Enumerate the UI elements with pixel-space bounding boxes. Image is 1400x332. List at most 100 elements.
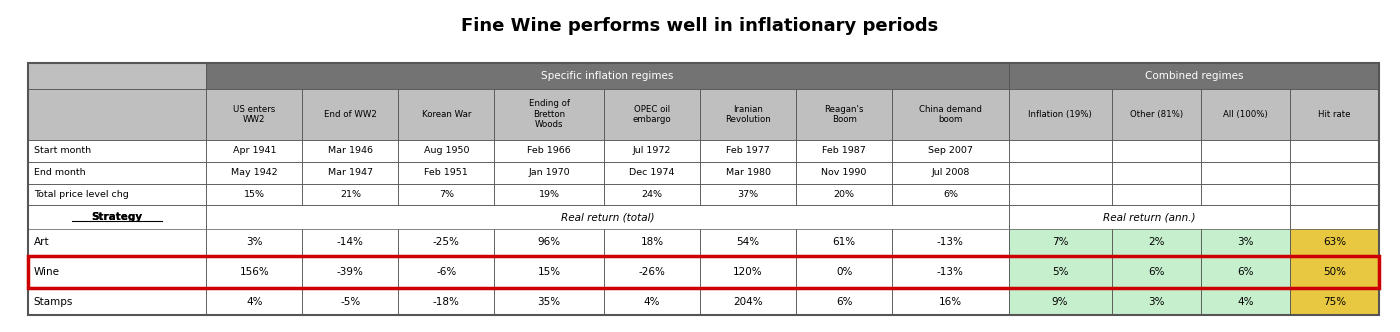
Text: 3%: 3%: [1148, 297, 1165, 307]
Bar: [206, 288, 302, 315]
Text: 61%: 61%: [833, 237, 855, 247]
Bar: [302, 256, 399, 288]
Text: Jan 1970: Jan 1970: [528, 168, 570, 177]
Bar: [700, 162, 797, 184]
Bar: [28, 89, 206, 140]
Bar: [1201, 256, 1289, 288]
Bar: [700, 162, 797, 184]
Text: Iranian
Revolution: Iranian Revolution: [725, 105, 771, 124]
Text: Inflation (19%): Inflation (19%): [1028, 110, 1092, 119]
Bar: [1008, 89, 1112, 140]
Bar: [206, 140, 302, 162]
Text: -18%: -18%: [433, 297, 459, 307]
Bar: [206, 206, 1008, 229]
Bar: [892, 89, 1008, 140]
Bar: [399, 229, 494, 256]
Bar: [28, 140, 206, 162]
Bar: [892, 288, 1008, 315]
Text: 35%: 35%: [538, 297, 561, 307]
Bar: [700, 140, 797, 162]
Bar: [494, 288, 603, 315]
Bar: [206, 229, 302, 256]
Bar: [1008, 89, 1112, 140]
Bar: [892, 229, 1008, 256]
Bar: [494, 162, 603, 184]
Bar: [1289, 184, 1379, 206]
Text: 20%: 20%: [833, 190, 854, 199]
Bar: [1112, 140, 1201, 162]
Text: Mar 1980: Mar 1980: [725, 168, 770, 177]
Bar: [892, 229, 1008, 256]
Text: -26%: -26%: [638, 267, 665, 277]
Text: Feb 1987: Feb 1987: [822, 146, 867, 155]
Bar: [28, 229, 206, 256]
Bar: [603, 162, 700, 184]
Bar: [399, 256, 494, 288]
Bar: [1112, 288, 1201, 315]
Bar: [1289, 256, 1379, 288]
Bar: [797, 184, 892, 206]
Bar: [603, 89, 700, 140]
Bar: [302, 89, 399, 140]
Bar: [399, 162, 494, 184]
Text: -39%: -39%: [337, 267, 364, 277]
Text: OPEC oil
embargo: OPEC oil embargo: [633, 105, 672, 124]
Bar: [302, 229, 399, 256]
Bar: [399, 288, 494, 315]
Bar: [1112, 256, 1201, 288]
Bar: [700, 89, 797, 140]
Bar: [797, 140, 892, 162]
Bar: [797, 229, 892, 256]
Bar: [302, 184, 399, 206]
Text: Ending of
Bretton
Woods: Ending of Bretton Woods: [529, 99, 570, 129]
Text: 50%: 50%: [1323, 267, 1345, 277]
Bar: [700, 288, 797, 315]
Text: 15%: 15%: [244, 190, 265, 199]
Text: 4%: 4%: [1238, 297, 1253, 307]
Bar: [1201, 140, 1289, 162]
Text: Mar 1947: Mar 1947: [328, 168, 372, 177]
Bar: [892, 162, 1008, 184]
Bar: [399, 184, 494, 206]
Bar: [28, 288, 206, 315]
Bar: [797, 256, 892, 288]
Bar: [700, 89, 797, 140]
Bar: [1008, 63, 1379, 89]
Bar: [797, 162, 892, 184]
Text: Feb 1951: Feb 1951: [424, 168, 468, 177]
Bar: [1201, 140, 1289, 162]
Bar: [494, 162, 603, 184]
Text: 7%: 7%: [438, 190, 454, 199]
Bar: [494, 256, 603, 288]
Text: Nov 1990: Nov 1990: [822, 168, 867, 177]
Text: Feb 1966: Feb 1966: [528, 146, 571, 155]
Bar: [399, 256, 494, 288]
Bar: [700, 140, 797, 162]
Text: 75%: 75%: [1323, 297, 1345, 307]
Bar: [1112, 288, 1201, 315]
Bar: [206, 63, 1008, 89]
Text: 21%: 21%: [340, 190, 361, 199]
Bar: [603, 288, 700, 315]
Text: 204%: 204%: [734, 297, 763, 307]
Bar: [797, 288, 892, 315]
Text: All (100%): All (100%): [1222, 110, 1267, 119]
Bar: [206, 63, 1008, 89]
Text: 37%: 37%: [738, 190, 759, 199]
Bar: [1112, 256, 1201, 288]
Bar: [797, 162, 892, 184]
Bar: [28, 89, 206, 140]
Bar: [603, 256, 700, 288]
Text: Aug 1950: Aug 1950: [424, 146, 469, 155]
Bar: [28, 229, 206, 256]
Bar: [892, 288, 1008, 315]
Bar: [302, 140, 399, 162]
Bar: [28, 63, 206, 89]
Bar: [206, 288, 302, 315]
Bar: [494, 229, 603, 256]
Bar: [399, 140, 494, 162]
Bar: [399, 89, 494, 140]
Text: End month: End month: [34, 168, 85, 177]
Text: 63%: 63%: [1323, 237, 1345, 247]
Bar: [1112, 229, 1201, 256]
